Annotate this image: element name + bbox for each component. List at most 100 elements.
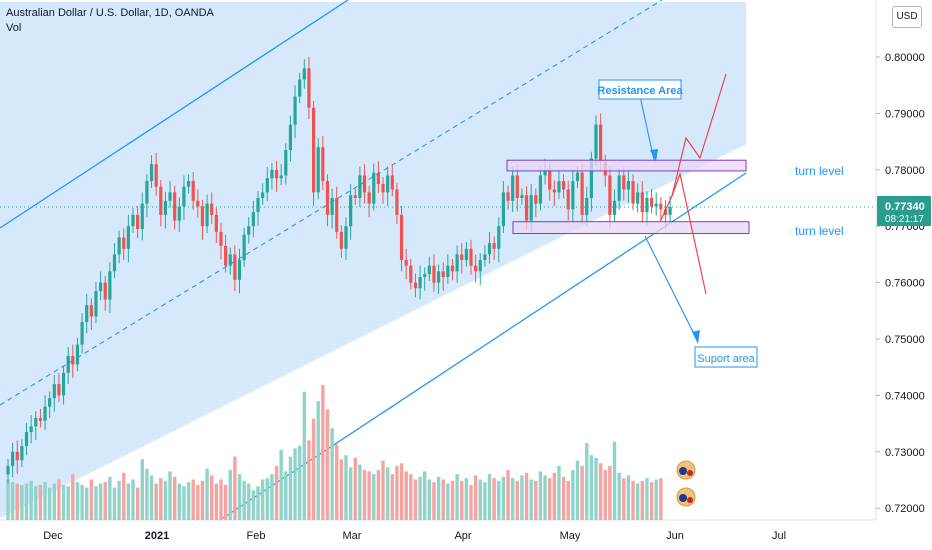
candle-body[interactable] <box>460 254 464 261</box>
current-price-badge[interactable] <box>877 196 931 227</box>
candle-body[interactable] <box>622 175 626 190</box>
channel-upper-line[interactable] <box>0 0 349 229</box>
candle-body[interactable] <box>325 181 330 215</box>
candle-body[interactable] <box>191 181 195 201</box>
candle-body[interactable] <box>413 282 418 289</box>
candle-body[interactable] <box>455 254 459 272</box>
candle-body[interactable] <box>649 198 654 207</box>
candle-body[interactable] <box>89 305 93 317</box>
candle-body[interactable] <box>446 265 450 277</box>
candle-body[interactable] <box>344 226 348 249</box>
candle-body[interactable] <box>298 79 302 97</box>
candle-body[interactable] <box>543 169 547 176</box>
candle-body[interactable] <box>284 150 288 176</box>
candle-body[interactable] <box>432 265 436 283</box>
candle-body[interactable] <box>48 398 52 407</box>
candle-body[interactable] <box>511 175 515 201</box>
candle-body[interactable] <box>409 265 413 283</box>
candle-body[interactable] <box>483 254 487 261</box>
candle-body[interactable] <box>645 198 649 213</box>
candle-body[interactable] <box>367 192 371 204</box>
candle-body[interactable] <box>358 175 362 198</box>
candle-body[interactable] <box>654 203 658 207</box>
candle-body[interactable] <box>617 175 621 201</box>
candle-body[interactable] <box>149 164 154 182</box>
candle-body[interactable] <box>140 203 144 230</box>
candle-body[interactable] <box>399 214 404 261</box>
candle-body[interactable] <box>29 426 33 433</box>
candle-body[interactable] <box>571 181 575 210</box>
candle-body[interactable] <box>330 198 334 215</box>
candle-body[interactable] <box>464 248 468 261</box>
candle-body[interactable] <box>196 200 200 207</box>
candle-body[interactable] <box>339 231 343 249</box>
candle-body[interactable] <box>335 198 339 232</box>
candle-body[interactable] <box>478 260 482 272</box>
candle-body[interactable] <box>200 206 205 227</box>
candle-body[interactable] <box>279 175 283 179</box>
candle-body[interactable] <box>492 243 496 249</box>
candle-body[interactable] <box>182 186 186 207</box>
candle-body[interactable] <box>126 226 130 249</box>
candle-body[interactable] <box>515 175 519 198</box>
candle-body[interactable] <box>112 254 117 272</box>
candle-body[interactable] <box>177 206 181 221</box>
candle-body[interactable] <box>103 282 107 300</box>
candle-body[interactable] <box>154 164 158 187</box>
support-label-box[interactable] <box>694 346 758 368</box>
candle-body[interactable] <box>6 465 10 475</box>
candle-body[interactable] <box>612 200 617 215</box>
candle-body[interactable] <box>529 195 533 221</box>
candle-body[interactable] <box>117 237 121 255</box>
bearish-projection-path[interactable] <box>671 172 707 295</box>
candle-body[interactable] <box>136 214 140 230</box>
candle-body[interactable] <box>186 181 191 187</box>
candle-body[interactable] <box>15 451 19 461</box>
currency-button[interactable]: USD <box>892 6 922 28</box>
candle-body[interactable] <box>163 200 168 215</box>
resistance-label-box[interactable] <box>598 79 682 100</box>
candle-body[interactable] <box>631 181 635 204</box>
candle-body[interactable] <box>247 226 251 235</box>
candle-body[interactable] <box>381 183 385 193</box>
candle-body[interactable] <box>474 265 478 272</box>
support-zone[interactable] <box>512 221 750 235</box>
candle-body[interactable] <box>395 189 399 215</box>
candle-body[interactable] <box>427 265 431 275</box>
candle-body[interactable] <box>270 169 274 179</box>
candle-body[interactable] <box>599 124 603 162</box>
candle-body[interactable] <box>450 265 455 272</box>
candle-body[interactable] <box>99 282 103 292</box>
candle-body[interactable] <box>168 192 172 201</box>
candle-body[interactable] <box>386 175 390 193</box>
candle-body[interactable] <box>311 107 316 193</box>
candle-body[interactable] <box>552 189 556 193</box>
candle-body[interactable] <box>11 451 15 466</box>
candle-body[interactable] <box>159 186 163 215</box>
candle-body[interactable] <box>390 175 394 190</box>
candle-body[interactable] <box>205 203 209 227</box>
candle-body[interactable] <box>418 276 422 289</box>
candle-body[interactable] <box>538 175 543 204</box>
candle-body[interactable] <box>441 271 445 277</box>
candle-body[interactable] <box>145 181 149 204</box>
candle-body[interactable] <box>589 158 593 198</box>
candle-body[interactable] <box>321 147 325 182</box>
candle-body[interactable] <box>501 192 506 227</box>
candle-body[interactable] <box>71 355 75 365</box>
candle-body[interactable] <box>85 305 89 323</box>
candle-body[interactable] <box>668 207 672 215</box>
candle-body[interactable] <box>608 175 612 215</box>
candle-body[interactable] <box>173 192 177 221</box>
candle-body[interactable] <box>372 172 376 204</box>
candle-body[interactable] <box>61 372 66 396</box>
candle-body[interactable] <box>224 245 228 266</box>
candle-body[interactable] <box>362 175 367 193</box>
candle-body[interactable] <box>636 192 640 204</box>
candle-body[interactable] <box>580 172 584 215</box>
candle-body[interactable] <box>274 169 279 179</box>
candle-body[interactable] <box>66 355 70 373</box>
candle-body[interactable] <box>233 254 237 280</box>
candle-body[interactable] <box>436 271 441 283</box>
